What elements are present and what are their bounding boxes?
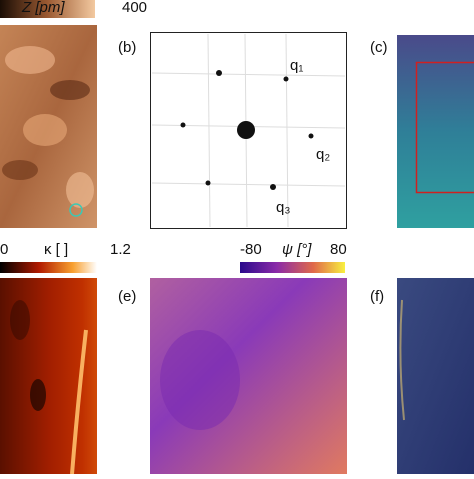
panel-label: (b): [118, 39, 136, 56]
panel-label: (f): [370, 288, 384, 305]
annotation: q₁: [290, 57, 303, 74]
colorbar-max: 400: [122, 0, 147, 16]
colorbar-max: 1.2: [110, 241, 131, 258]
image-map: [397, 278, 474, 474]
annotation: q₂: [316, 146, 330, 163]
colorbar: [0, 262, 97, 273]
colorbar-max: 80: [330, 241, 347, 258]
panel-label: (c): [370, 39, 388, 56]
colorbar-min: -80: [240, 241, 262, 258]
colorbar-label: κ [ ]: [44, 241, 68, 258]
colorbar: [240, 262, 345, 273]
colorbar-label: ψ [°]: [282, 241, 312, 258]
annotation: q₃: [276, 199, 290, 216]
colorbar-label: Z [pm]: [21, 0, 65, 16]
image-features: [160, 330, 240, 430]
image-map: [397, 35, 474, 228]
panel-label: (e): [118, 288, 136, 305]
colorbar-min: 0: [0, 241, 8, 258]
